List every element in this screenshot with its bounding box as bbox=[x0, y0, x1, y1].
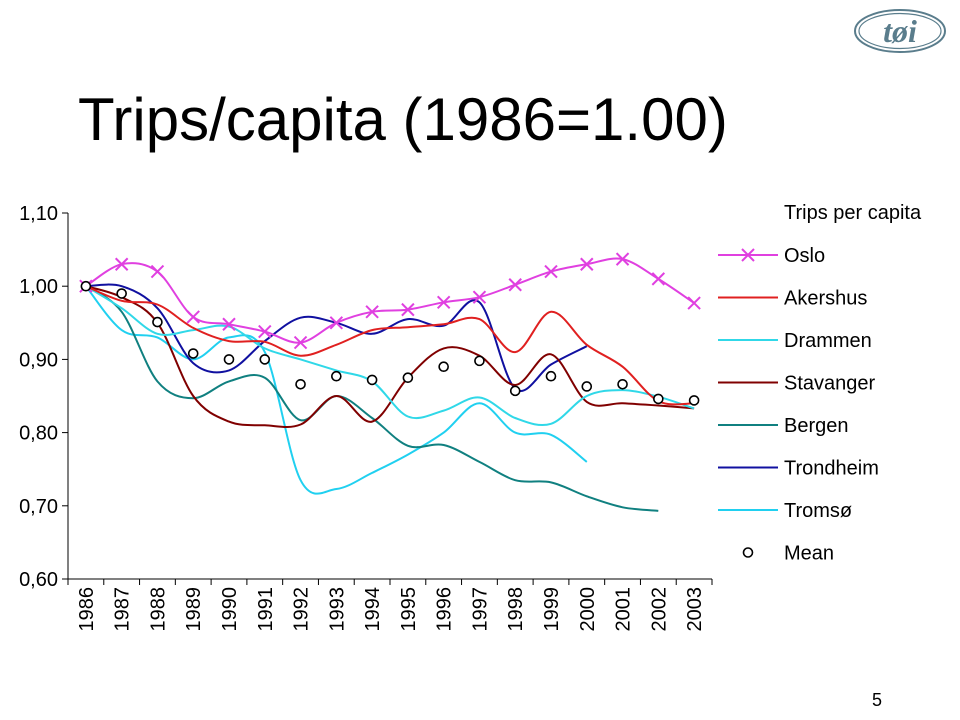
data-point-mean bbox=[438, 361, 449, 373]
data-point-mean bbox=[116, 288, 127, 299]
legend-item-trondheim: Trondheim bbox=[718, 458, 879, 480]
y-tick-label: 1,00 bbox=[19, 276, 58, 298]
x-tick-labels: 1986 1987 1988 1989 1990 1991 1992 1993 1994 1995… bbox=[76, 587, 706, 632]
series-lines bbox=[85, 257, 695, 512]
data-point-oslo bbox=[436, 295, 451, 310]
toi-logo: tøi bbox=[852, 6, 948, 56]
legend-label: Drammen bbox=[784, 330, 872, 352]
x-tick-label: 2001 bbox=[613, 587, 635, 632]
svg-text:tøi: tøi bbox=[883, 13, 917, 49]
legend-title: Trips per capita bbox=[784, 202, 922, 224]
data-point-mean bbox=[259, 354, 271, 365]
data-point-oslo bbox=[544, 264, 558, 279]
data-point-oslo bbox=[580, 257, 594, 271]
x-tick-label: 1992 bbox=[291, 587, 313, 632]
y-tick-labels: 0,60 0,70 0,80 0,90 1,00 1,10 bbox=[19, 203, 58, 591]
data-point-oslo bbox=[365, 305, 379, 319]
x-tick-label: 1993 bbox=[326, 587, 348, 632]
x-tick-label: 1990 bbox=[219, 587, 241, 632]
series-line-oslo bbox=[85, 257, 695, 344]
x-tick-label: 1996 bbox=[434, 587, 456, 632]
chart-axes bbox=[62, 212, 713, 585]
x-tick-label: 2000 bbox=[577, 587, 599, 632]
data-point-mean bbox=[653, 393, 664, 405]
y-tick-label: 0,90 bbox=[19, 349, 58, 371]
x-tick-label: 2003 bbox=[684, 587, 706, 632]
data-point-mean bbox=[187, 348, 199, 359]
y-tick-label: 1,10 bbox=[19, 203, 58, 225]
data-point-mean bbox=[688, 395, 700, 406]
data-point-oslo bbox=[651, 272, 666, 286]
x-tick-label: 1987 bbox=[112, 587, 134, 632]
y-tick-label: 0,70 bbox=[19, 496, 58, 518]
legend-marker bbox=[741, 248, 755, 262]
chart-legend: Trips per capita Oslo Akershus Drammen Stav… bbox=[718, 202, 922, 565]
data-point-oslo bbox=[401, 302, 415, 317]
data-point-oslo bbox=[615, 252, 630, 266]
x-tick-label: 1994 bbox=[362, 587, 384, 632]
x-tick-label: 1997 bbox=[469, 587, 491, 632]
data-point-mean bbox=[509, 385, 521, 397]
legend-item-oslo: Oslo bbox=[718, 245, 825, 267]
y-tick-label: 0,80 bbox=[19, 423, 58, 445]
data-point-oslo bbox=[472, 290, 487, 304]
data-point-oslo bbox=[329, 316, 344, 330]
x-tick-label: 1998 bbox=[505, 587, 527, 632]
legend-label: Trondheim bbox=[784, 458, 879, 480]
legend-item-drammen: Drammen bbox=[718, 330, 872, 352]
legend-label: Stavanger bbox=[784, 373, 876, 395]
legend-label: Tromsø bbox=[784, 500, 852, 522]
series-line-akershus bbox=[85, 285, 695, 406]
legend-item-mean: Mean bbox=[742, 543, 834, 565]
legend-item-stavanger: Stavanger bbox=[718, 373, 876, 395]
legend-label: Akershus bbox=[784, 288, 867, 310]
page-number: 5 bbox=[872, 690, 883, 710]
data-point-oslo bbox=[150, 264, 165, 279]
x-tick-label: 1986 bbox=[76, 587, 98, 632]
data-point-oslo bbox=[258, 324, 272, 339]
data-point-mean bbox=[295, 378, 306, 390]
data-point-oslo bbox=[687, 296, 701, 310]
data-point-mean bbox=[474, 355, 485, 367]
series-markers bbox=[79, 252, 701, 406]
data-point-mean bbox=[223, 354, 235, 365]
x-tick-label: 1989 bbox=[183, 587, 205, 632]
x-tick-label: 1991 bbox=[255, 587, 277, 632]
data-point-mean bbox=[617, 378, 628, 390]
data-point-mean bbox=[366, 374, 378, 386]
data-point-oslo bbox=[293, 335, 308, 350]
data-point-mean bbox=[80, 280, 92, 292]
series-line-tromso bbox=[85, 285, 588, 495]
legend-label: Oslo bbox=[784, 245, 825, 267]
data-point-oslo bbox=[186, 310, 200, 324]
legend-item-tromso: Tromsø bbox=[718, 500, 852, 522]
data-point-mean bbox=[545, 370, 557, 382]
series-line-drammen bbox=[85, 285, 695, 427]
data-point-mean bbox=[402, 372, 414, 384]
x-tick-label: 1988 bbox=[147, 587, 169, 632]
x-tick-label: 1999 bbox=[541, 587, 563, 632]
slide-title: Trips/capita (1986=1.00) bbox=[78, 86, 728, 153]
data-point-mean bbox=[152, 316, 163, 328]
data-point-oslo bbox=[114, 257, 129, 271]
legend-item-bergen: Bergen bbox=[718, 415, 849, 437]
legend-marker bbox=[742, 547, 754, 558]
legend-item-akershus: Akershus bbox=[718, 288, 867, 310]
legend-label: Bergen bbox=[784, 415, 849, 437]
series-line-stavanger bbox=[85, 285, 695, 429]
x-tick-label: 1995 bbox=[398, 587, 420, 632]
legend-label: Mean bbox=[784, 543, 834, 565]
data-point-mean bbox=[331, 370, 342, 382]
y-tick-label: 0,60 bbox=[19, 569, 58, 591]
x-tick-label: 2002 bbox=[648, 587, 670, 632]
data-point-oslo bbox=[508, 278, 522, 292]
data-point-mean bbox=[581, 381, 593, 392]
series-line-bergen bbox=[85, 285, 659, 512]
data-point-oslo bbox=[222, 317, 236, 331]
